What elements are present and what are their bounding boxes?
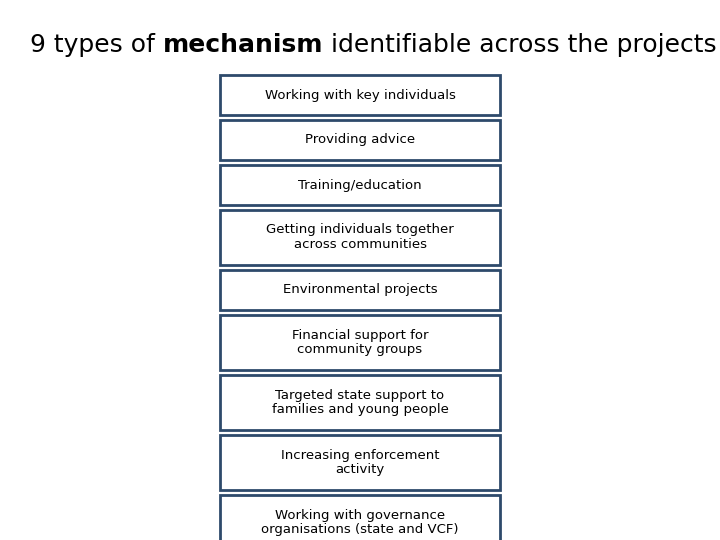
Text: Working with key individuals: Working with key individuals [264,89,456,102]
Bar [220,210,500,265]
Bar [220,495,500,540]
Text: Targeted state support to
families and young people: Targeted state support to families and y… [271,388,449,416]
Bar [220,120,500,160]
Bar [220,435,500,490]
Bar [220,270,500,310]
Text: Training/education: Training/education [298,179,422,192]
Bar [220,315,500,370]
Text: Environmental projects: Environmental projects [283,284,437,296]
Text: Providing advice: Providing advice [305,133,415,146]
Text: 9 types of: 9 types of [30,33,163,57]
Text: Working with governance
organisations (state and VCF): Working with governance organisations (s… [261,509,459,537]
Bar [220,165,500,205]
Bar [220,375,500,430]
Text: identifiable across the projects: identifiable across the projects [323,33,717,57]
Text: Financial support for
community groups: Financial support for community groups [292,328,428,356]
Bar [220,75,500,115]
Text: Increasing enforcement
activity: Increasing enforcement activity [281,449,439,476]
Text: mechanism: mechanism [163,33,323,57]
Text: Getting individuals together
across communities: Getting individuals together across comm… [266,224,454,252]
